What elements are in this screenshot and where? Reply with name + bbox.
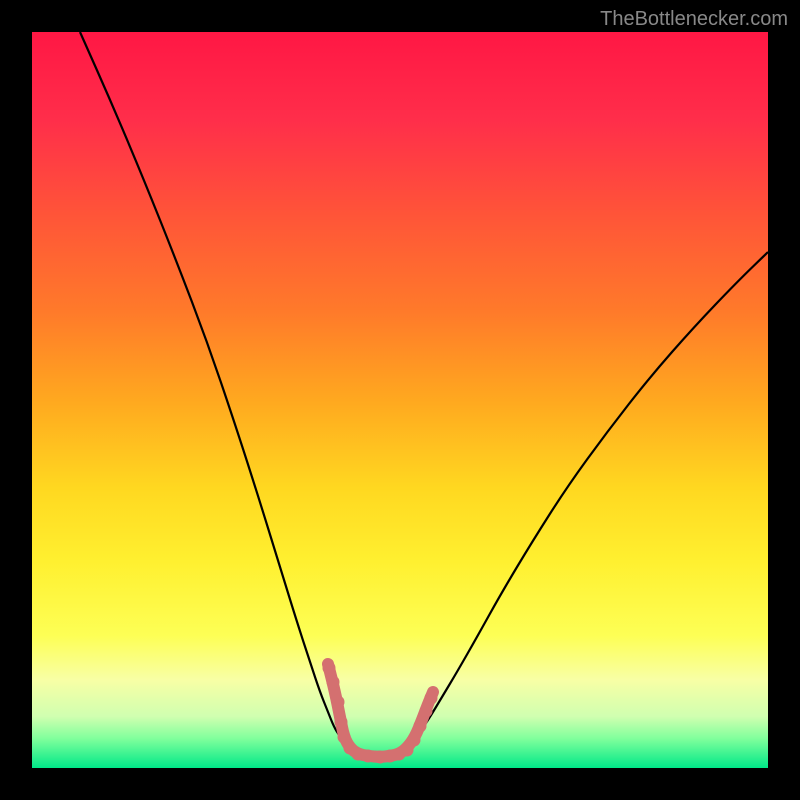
bead-dot	[335, 716, 348, 729]
bead-dot	[420, 705, 433, 718]
bead-dot	[338, 731, 351, 744]
right-curve-line	[407, 252, 768, 747]
left-curve-line	[80, 32, 349, 747]
bead-dot	[414, 720, 427, 733]
bead-dot	[362, 750, 375, 763]
bead-dot	[332, 696, 345, 709]
bead-dot	[323, 662, 336, 675]
chart-container	[32, 32, 768, 768]
bead-dot	[327, 676, 340, 689]
watermark-text: TheBottlenecker.com	[600, 8, 788, 31]
curve-overlay	[32, 32, 768, 768]
bead-dot	[408, 734, 421, 747]
bead-dot	[425, 692, 438, 705]
